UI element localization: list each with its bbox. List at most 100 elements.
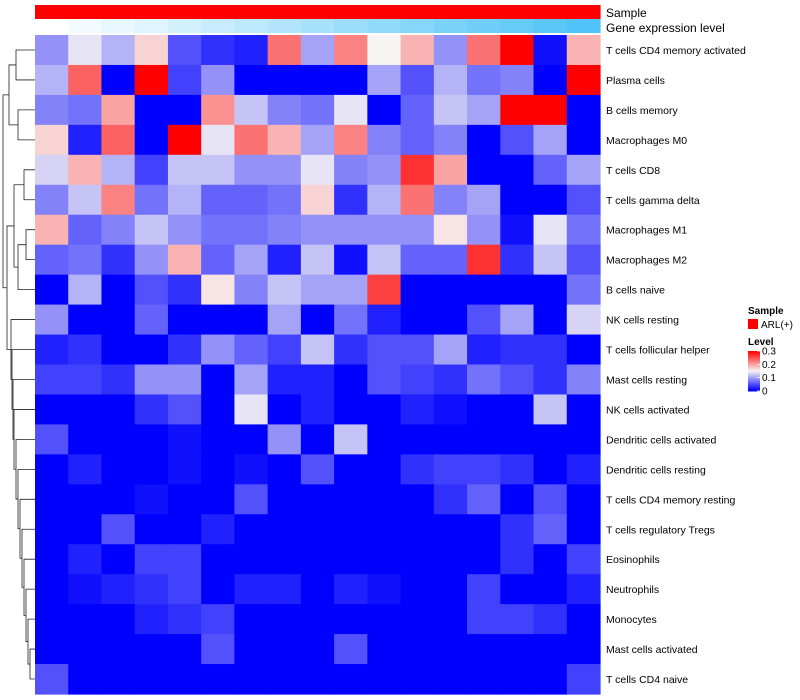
heatmap-cell — [467, 394, 501, 426]
heatmap-cell — [334, 574, 368, 605]
heatmap-cell — [533, 544, 568, 575]
heatmap-cell — [68, 64, 103, 96]
heatmap-cell — [400, 574, 435, 605]
dendrogram-link — [29, 648, 35, 680]
legend-gradient-step — [748, 383, 760, 385]
heatmap-cell — [433, 214, 468, 246]
expression-annotation-cell — [467, 19, 501, 33]
heatmap-cell — [334, 634, 368, 665]
heatmap-cell — [267, 424, 302, 455]
heatmap-cell — [267, 184, 302, 216]
heatmap-cell — [167, 364, 202, 396]
heatmap-cell — [400, 184, 435, 216]
heatmap-cell — [35, 304, 69, 336]
heatmap-cell — [433, 35, 468, 66]
heatmap-cell — [267, 274, 302, 306]
heatmap-cell — [234, 394, 269, 426]
heatmap-cell — [500, 304, 535, 336]
heatmap-cell — [334, 454, 368, 485]
heatmap-cell — [400, 364, 435, 396]
heatmap-cell — [566, 94, 601, 126]
heatmap-cell — [134, 244, 169, 276]
heatmap-cell — [500, 364, 535, 396]
heatmap-cell — [433, 574, 468, 605]
heatmap-cell — [167, 304, 202, 336]
heatmap-cell — [234, 514, 269, 545]
heatmap-cell — [533, 514, 568, 545]
heatmap-cell — [134, 484, 169, 515]
heatmap-cell — [267, 664, 302, 695]
heatmap-cell — [134, 454, 169, 485]
heatmap-cell — [101, 274, 136, 306]
heatmap-cell — [267, 544, 302, 575]
heatmap-cell — [400, 424, 435, 455]
heatmap-cell — [167, 274, 202, 306]
heatmap-cell — [367, 454, 402, 485]
heatmap-cell — [68, 454, 103, 485]
heatmap-cell — [300, 604, 335, 635]
legend-sample-swatch — [748, 319, 758, 329]
heatmap-cell — [101, 94, 136, 126]
heatmap-cell — [433, 634, 468, 665]
heatmap-cell — [433, 604, 468, 635]
heatmap-cell — [500, 214, 535, 246]
heatmap-cell — [334, 394, 368, 426]
heatmap-cell — [167, 514, 202, 545]
row-label: Neutrophils — [606, 584, 659, 596]
heatmap-cell — [533, 154, 568, 186]
legend-gradient-step — [748, 387, 760, 389]
heatmap-cell — [500, 394, 535, 426]
heatmap-cell — [334, 244, 368, 276]
heatmap-cell — [400, 244, 435, 276]
heatmap-cell — [467, 484, 501, 515]
heatmap-cell — [201, 484, 236, 515]
heatmap-cell — [334, 304, 368, 336]
heatmap-cell — [300, 424, 335, 455]
heatmap-cell — [500, 424, 535, 455]
heatmap-cell — [234, 574, 269, 605]
heatmap-cell — [367, 364, 402, 396]
annotation-label-sample: Sample — [606, 6, 647, 20]
heatmap-cell — [134, 514, 169, 545]
legend-gradient-step — [748, 357, 760, 359]
heatmap-cell — [433, 154, 468, 186]
heatmap-cell — [300, 304, 335, 336]
heatmap-cell — [201, 244, 236, 276]
dendrogram-link — [13, 184, 24, 268]
heatmap-cell — [334, 184, 368, 216]
heatmap-cell — [234, 424, 269, 455]
heatmap-cell — [167, 124, 202, 156]
heatmap-cell — [566, 35, 601, 66]
legend-gradient-step — [748, 376, 760, 378]
heatmap-cell — [134, 574, 169, 605]
legend-sample-title: Sample — [748, 306, 784, 317]
heatmap-cell — [500, 604, 535, 635]
row-label: T cells gamma delta — [606, 195, 700, 207]
legend-gradient-step — [748, 360, 760, 362]
heatmap-cell — [167, 35, 202, 66]
heatmap-cell — [500, 184, 535, 216]
heatmap-cell — [68, 124, 103, 156]
legend-gradient-step — [748, 380, 760, 382]
legend-gradient-step — [748, 365, 760, 367]
heatmap-cell — [467, 94, 501, 126]
heatmap-cell — [234, 304, 269, 336]
heatmap-cell — [68, 154, 103, 186]
heatmap-cell — [467, 604, 501, 635]
heatmap-cell — [467, 124, 501, 156]
heatmap-cell — [167, 184, 202, 216]
heatmap-cell — [566, 544, 601, 575]
expression-annotation-cell — [566, 19, 601, 33]
heatmap-cell — [467, 514, 501, 545]
legend-tick-label: 0.2 — [762, 360, 776, 371]
heatmap-cell — [134, 634, 169, 665]
heatmap-cell — [400, 664, 435, 695]
heatmap-cell — [566, 364, 601, 396]
heatmap-cell — [433, 394, 468, 426]
heatmap-cell — [167, 154, 202, 186]
heatmap-cell — [35, 664, 69, 695]
legend-gradient-step — [748, 378, 760, 380]
sample-annotation-cell — [167, 5, 202, 19]
heatmap-cell — [467, 274, 501, 306]
dendrogram-link — [17, 109, 35, 141]
